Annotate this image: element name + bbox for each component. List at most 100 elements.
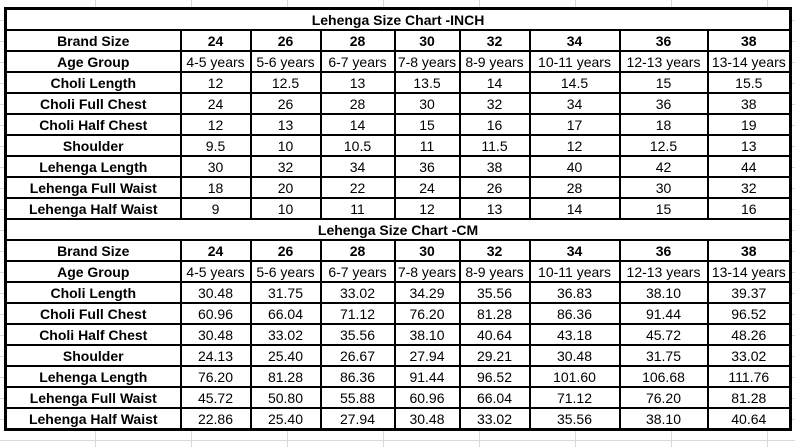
brand-size-value: 38 (706, 239, 792, 262)
value-cell: 12-13 years (618, 260, 709, 283)
value-cell: 35.56 (319, 323, 396, 346)
value-cell: 38 (458, 155, 531, 178)
value-cell: 81.28 (458, 302, 531, 325)
value-cell: 66.04 (458, 386, 531, 409)
value-cell: 15 (618, 197, 709, 220)
value-cell: 13 (319, 71, 396, 94)
value-cell: 22 (319, 176, 396, 199)
row-label: Shoulder (4, 134, 182, 157)
brand-size-value: 28 (319, 239, 396, 262)
value-cell: 36 (618, 92, 709, 115)
value-cell: 12 (179, 71, 252, 94)
table-row: Lehenga Full Waist 45.72 50.80 55.88 60.96 66… (4, 386, 792, 409)
brand-size-value: 30 (393, 29, 461, 52)
value-cell: 11.5 (458, 134, 531, 157)
value-cell: 14 (458, 71, 531, 94)
table-row: Shoulder 9.5 10 10.5 11 11.5 12 12.5 13 (4, 134, 792, 157)
row-label: Shoulder (4, 344, 182, 367)
value-cell: 13 (458, 197, 531, 220)
value-cell: 81.28 (249, 365, 322, 388)
row-label: Choli Half Chest (4, 323, 182, 346)
value-cell: 86.36 (319, 365, 396, 388)
value-cell: 26 (249, 92, 322, 115)
value-cell: 30 (393, 92, 461, 115)
value-cell: 14 (528, 197, 621, 220)
value-cell: 26 (458, 176, 531, 199)
value-cell: 38 (706, 92, 792, 115)
row-label: Choli Full Chest (4, 302, 182, 325)
value-cell: 50.80 (249, 386, 322, 409)
value-cell: 12.5 (618, 134, 709, 157)
value-cell: 9 (179, 197, 252, 220)
value-cell: 26.67 (319, 344, 396, 367)
value-cell: 25.40 (249, 407, 322, 431)
row-label: Choli Full Chest (4, 92, 182, 115)
brand-size-value: 26 (249, 29, 322, 52)
value-cell: 8-9 years (458, 50, 531, 73)
value-cell: 33.02 (706, 344, 792, 367)
table-row: Shoulder 24.13 25.40 26.67 27.94 29.21 30.48 31… (4, 344, 792, 367)
value-cell: 13.5 (393, 71, 461, 94)
value-cell: 55.88 (319, 386, 396, 409)
value-cell: 38.10 (393, 323, 461, 346)
value-cell: 28 (319, 92, 396, 115)
value-cell: 7-8 years (393, 50, 461, 73)
value-cell: 27.94 (319, 407, 396, 431)
value-cell: 34.29 (393, 281, 461, 304)
value-cell: 15 (618, 71, 709, 94)
value-cell: 16 (706, 197, 792, 220)
value-cell: 12-13 years (618, 50, 709, 73)
brand-size-value: 36 (618, 239, 709, 262)
value-cell: 29.21 (458, 344, 531, 367)
value-cell: 10-11 years (528, 260, 621, 283)
table-row: Lehenga Length 76.20 81.28 86.36 91.44 96.52 1… (4, 365, 792, 388)
value-cell: 10 (249, 197, 322, 220)
value-cell: 96.52 (706, 302, 792, 325)
value-cell: 91.44 (618, 302, 709, 325)
value-cell: 39.37 (706, 281, 792, 304)
table-row: Choli Half Chest 12 13 14 15 16 17 18 19 (4, 113, 792, 136)
value-cell: 17 (528, 113, 621, 136)
value-cell: 25.40 (249, 344, 322, 367)
brand-size-value: 38 (706, 29, 792, 52)
value-cell: 24 (179, 92, 252, 115)
value-cell: 42 (618, 155, 709, 178)
brand-size-value: 34 (528, 29, 621, 52)
value-cell: 5-6 years (249, 50, 322, 73)
value-cell: 28 (528, 176, 621, 199)
value-cell: 76.20 (179, 365, 252, 388)
value-cell: 76.20 (393, 302, 461, 325)
table-row: Lehenga Full Waist 18 20 22 24 26 28 30 32 (4, 176, 792, 199)
row-label: Lehenga Full Waist (4, 176, 182, 199)
brand-size-value: 24 (179, 29, 252, 52)
value-cell: 34 (528, 92, 621, 115)
brand-size-value: 30 (393, 239, 461, 262)
value-cell: 18 (179, 176, 252, 199)
value-cell: 33.02 (319, 281, 396, 304)
value-cell: 10 (249, 134, 322, 157)
value-cell: 60.96 (393, 386, 461, 409)
value-cell: 15 (393, 113, 461, 136)
value-cell: 101.60 (528, 365, 621, 388)
value-cell: 32 (458, 92, 531, 115)
row-label: Lehenga Length (4, 365, 182, 388)
value-cell: 12 (179, 113, 252, 136)
brand-size-value: 34 (528, 239, 621, 262)
value-cell: 106.68 (618, 365, 709, 388)
value-cell: 9.5 (179, 134, 252, 157)
value-cell: 14 (319, 113, 396, 136)
lehenga-size-chart-table: Lehenga Size Chart -INCH Brand Size 24 26 28… (4, 7, 793, 431)
value-cell: 13-14 years (706, 50, 792, 73)
brand-size-row-inch: Brand Size 24 26 28 30 32 34 36 38 (4, 29, 792, 52)
value-cell: 15.5 (706, 71, 792, 94)
value-cell: 76.20 (618, 386, 709, 409)
value-cell: 19 (706, 113, 792, 136)
value-cell: 10-11 years (528, 50, 621, 73)
value-cell: 35.56 (458, 281, 531, 304)
value-cell: 27.94 (393, 344, 461, 367)
value-cell: 32 (249, 155, 322, 178)
value-cell: 45.72 (618, 323, 709, 346)
value-cell: 38.10 (618, 407, 709, 431)
table-row: Choli Full Chest 24 26 28 30 32 34 36 38 (4, 92, 792, 115)
value-cell: 11 (393, 134, 461, 157)
